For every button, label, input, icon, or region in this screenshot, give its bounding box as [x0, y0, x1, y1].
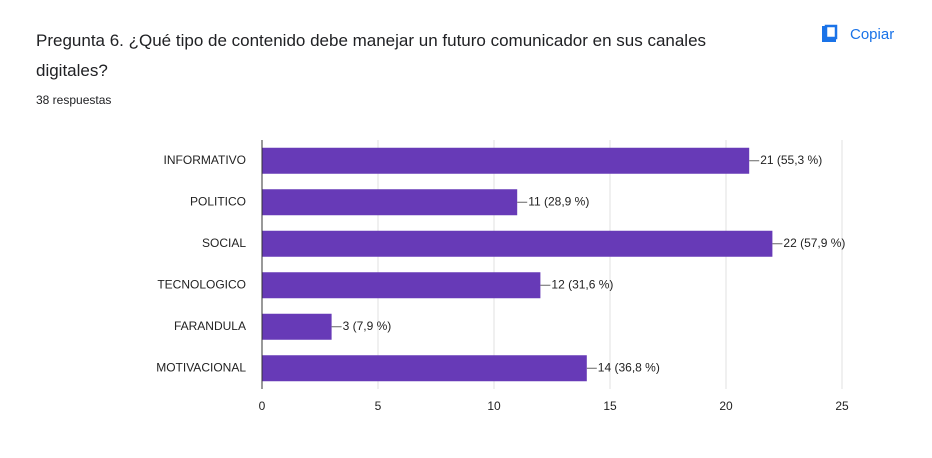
x-tick-label: 20 — [719, 399, 733, 413]
x-tick-label: 10 — [487, 399, 501, 413]
bar — [262, 355, 587, 382]
y-tick-label: TECNOLOGICO — [157, 277, 246, 291]
bar — [262, 313, 332, 340]
value-label: 3 (7,9 %) — [343, 319, 392, 333]
bar — [262, 230, 773, 257]
value-label: 21 (55,3 %) — [760, 153, 822, 167]
x-tick-label: 5 — [375, 399, 382, 413]
bar — [262, 272, 541, 299]
value-label: 12 (31,6 %) — [551, 277, 613, 291]
copy-icon — [822, 24, 838, 42]
copy-label[interactable]: Copiar — [850, 25, 895, 43]
copy-button[interactable]: Copiar — [820, 24, 894, 44]
y-tick-label: FARANDULA — [174, 319, 246, 333]
x-tick-label: 15 — [603, 399, 617, 413]
y-tick-label: SOCIAL — [202, 236, 246, 250]
chart-title: Pregunta 6. ¿Qué tipo de contenido debe … — [36, 31, 707, 80]
x-tick-label: 25 — [835, 399, 849, 413]
bar — [262, 189, 518, 216]
value-label: 14 (36,8 %) — [598, 360, 660, 374]
value-label: 11 (28,9 %) — [528, 194, 589, 208]
bar — [262, 147, 750, 174]
y-tick-label: INFORMATIVO — [164, 153, 246, 167]
y-tick-label: MOTIVACIONAL — [156, 360, 246, 374]
value-label: 22 (57,9 %) — [783, 236, 845, 250]
y-tick-label: POLITICO — [190, 194, 246, 208]
response-count: 38 respuestas — [36, 93, 112, 107]
x-tick-label: 0 — [259, 399, 266, 413]
